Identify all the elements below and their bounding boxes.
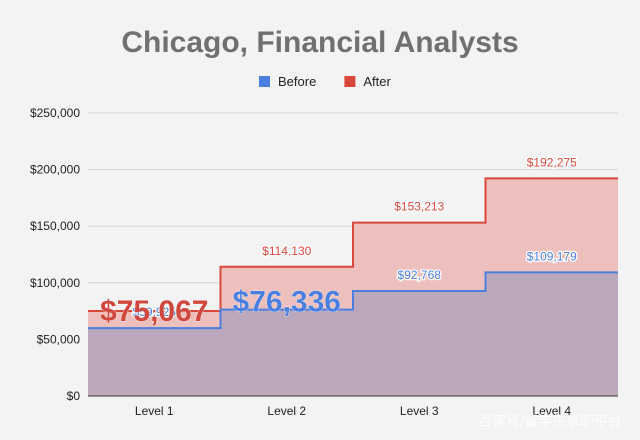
series-area-before — [88, 272, 618, 396]
x-axis: Level 1 Level 2 Level 3 Level 4 — [135, 404, 572, 418]
x-tick-label: Level 3 — [400, 404, 439, 418]
y-tick-label: $200,000 — [30, 163, 80, 177]
legend-label: After — [363, 74, 391, 89]
legend-label: Before — [278, 74, 316, 89]
data-labels: $59,925 $76,336 $92,768 $109,179 $75,067 $114… — [100, 154, 579, 328]
data-label-highlight: $76,336 — [233, 286, 341, 319]
data-label-highlight: $75,067 — [100, 295, 208, 328]
x-tick-label: Level 4 — [532, 404, 571, 418]
data-label: $109,179 — [527, 249, 577, 263]
legend-swatch — [344, 76, 356, 87]
legend-swatch — [259, 76, 270, 87]
x-tick-label: Level 2 — [267, 404, 306, 418]
data-label: $153,213 — [394, 200, 444, 214]
data-label: $114,130 — [262, 244, 311, 258]
data-label: $192,275 — [527, 155, 577, 169]
chart-title: Chicago, Financial Analysts — [121, 26, 518, 59]
watermark: 百家号/留学生求职平台 — [478, 413, 622, 429]
y-tick-label: $50,000 — [37, 332, 81, 346]
legend: Before After — [259, 74, 392, 89]
x-tick-label: Level 1 — [135, 404, 174, 418]
series-line-after — [88, 177, 618, 313]
data-label: $59,925 — [133, 305, 177, 319]
y-tick-label: $150,000 — [30, 219, 80, 233]
series-line-before — [88, 271, 618, 330]
y-tick-label: $250,000 — [30, 106, 80, 120]
y-tick-label: $100,000 — [30, 276, 80, 290]
data-label: $92,768 — [398, 268, 442, 282]
y-tick-label: $0 — [67, 389, 81, 403]
plot-area — [88, 177, 618, 397]
